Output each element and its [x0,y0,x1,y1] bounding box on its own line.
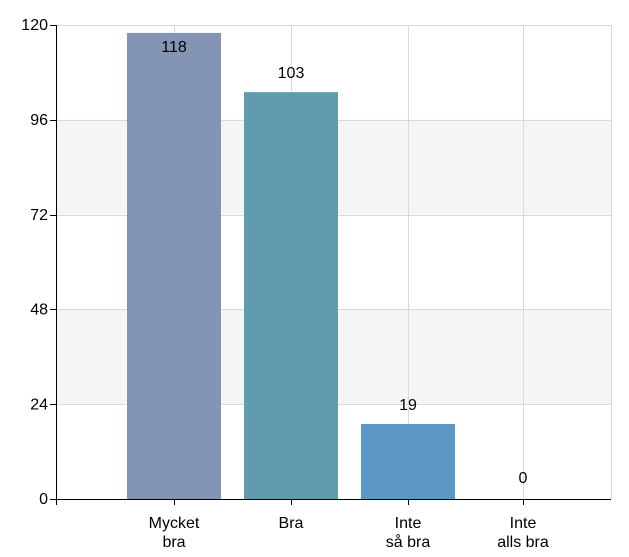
y-tick-label: 24 [30,396,48,413]
y-tick-label: 0 [39,491,48,508]
bars [127,32,455,500]
x-tick-label-line: så bra [386,533,431,551]
x-tick-label: Mycket bra [149,515,200,551]
x-tick-label: Inte så bra [386,515,431,551]
x-tick-label-line: bra [162,534,185,551]
data-label: 118 [161,39,187,56]
data-label: 19 [399,397,417,414]
x-tick-label-line: Mycket [149,515,200,532]
x-tick-label-line: Bra [279,515,304,532]
bar [361,423,455,499]
x-tick-label: Bra [279,515,304,532]
axes [50,25,611,505]
data-label: 0 [519,470,528,487]
bar [244,92,338,500]
x-tick-label-line: alls bra [497,534,549,551]
x-tick-label-line: Inte [395,515,422,532]
x-tick-label: Inte alls bra [497,515,549,551]
x-tick-label-line: Inte [510,515,537,532]
y-tick-label: 48 [30,302,48,319]
y-tick-label: 96 [30,112,48,129]
data-label: 103 [278,65,305,82]
bar [127,32,221,500]
y-tick-label: 72 [30,207,48,224]
y-tick-label: 120 [21,17,48,34]
